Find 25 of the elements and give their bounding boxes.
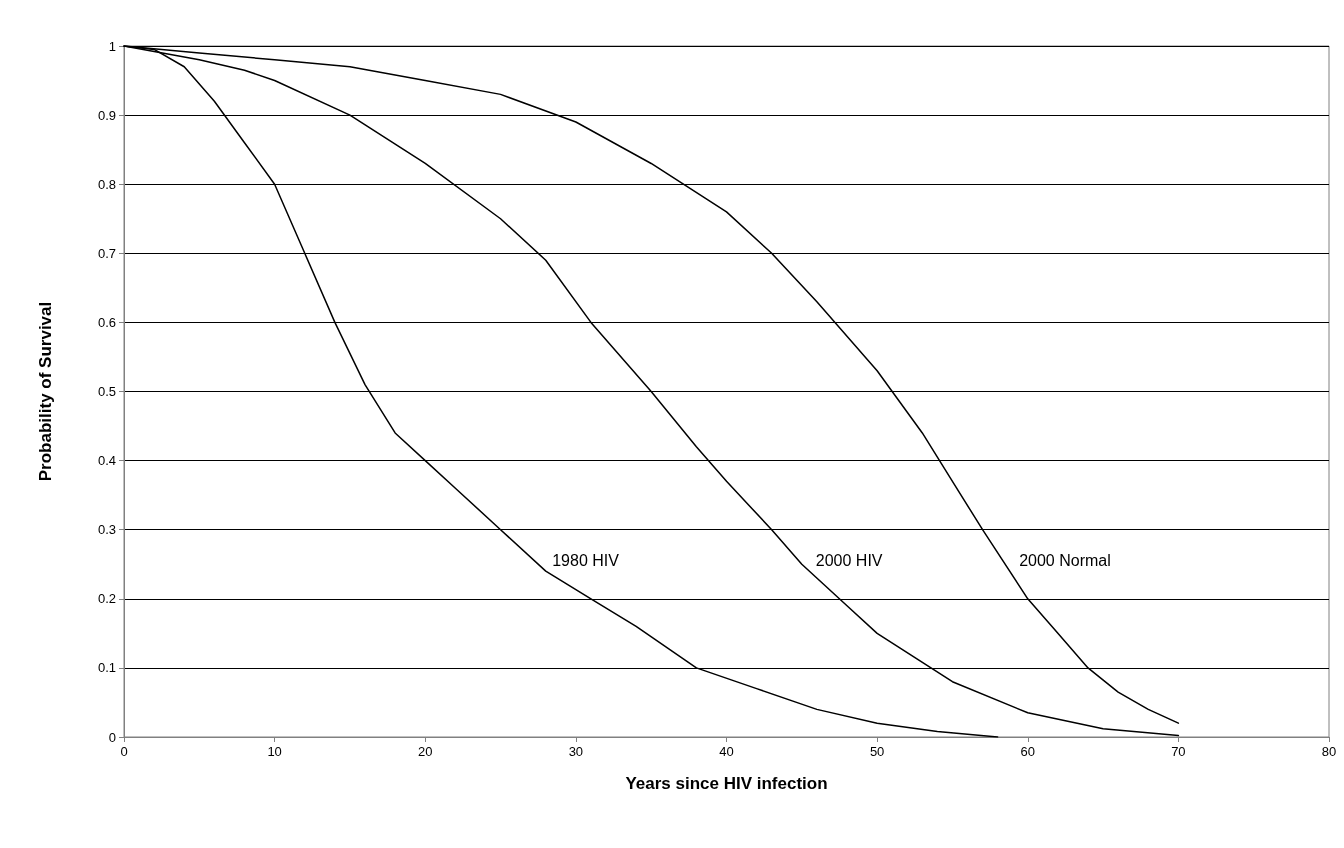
y-tick-label: 0.6 <box>97 314 116 330</box>
x-tick-label: 30 <box>568 744 584 759</box>
y-axis-title: Probability of Survival <box>36 301 55 482</box>
y-tick-label: 0.5 <box>97 384 116 399</box>
x-tick-label: 80 <box>1321 744 1337 759</box>
series-label: 2000 HIV <box>815 551 883 569</box>
y-tick-label: 0.1 <box>97 660 116 676</box>
y-tick-label: 0 <box>108 729 116 745</box>
series-label: 1980 HIV <box>552 551 620 569</box>
x-tick-label: 60 <box>1020 744 1035 759</box>
x-tick-label: 20 <box>418 744 433 759</box>
x-tick-label: 70 <box>1171 744 1186 759</box>
y-tick-label: 1 <box>108 38 116 54</box>
y-tick-label: 0.7 <box>97 245 116 261</box>
y-tick-label: 0.4 <box>97 453 116 469</box>
y-tick-label: 0.3 <box>97 522 116 538</box>
x-tick-label: 40 <box>719 744 734 759</box>
series-label: 2000 Normal <box>1019 551 1111 569</box>
y-tick-label: 0.8 <box>97 176 116 192</box>
y-tick-label: 0.9 <box>97 107 116 123</box>
x-axis-title: Years since HIV infection <box>625 774 828 793</box>
x-tick-label: 10 <box>267 744 282 759</box>
x-tick-label: 50 <box>869 744 885 759</box>
x-tick-label: 0 <box>120 744 128 759</box>
y-tick-label: 0.2 <box>97 591 116 607</box>
